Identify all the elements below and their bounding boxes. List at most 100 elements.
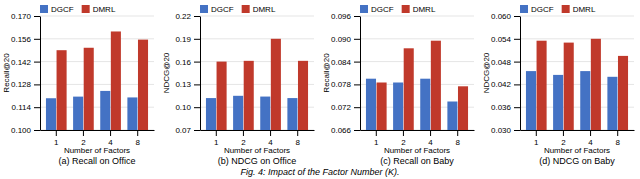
y-tick: 0.13 bbox=[175, 80, 200, 89]
tick-mark bbox=[194, 130, 200, 131]
x-tick: 2 bbox=[561, 130, 566, 147]
legend-label: DMRL bbox=[93, 5, 116, 14]
tick-label: 0.072 bbox=[331, 103, 352, 112]
legend-item: DGCF bbox=[200, 5, 234, 14]
legend-item: DGCF bbox=[360, 5, 394, 14]
x-axis-title: Number of Factors bbox=[544, 146, 610, 155]
y-tick: 0.19 bbox=[175, 35, 200, 44]
tick-label: 0.128 bbox=[11, 80, 32, 89]
bar bbox=[298, 61, 308, 130]
tick-label: 0.07 bbox=[175, 126, 191, 135]
bar bbox=[57, 50, 67, 130]
tick-mark bbox=[243, 130, 244, 136]
tick-label: 0.060 bbox=[491, 12, 512, 21]
tick-mark bbox=[194, 84, 200, 85]
tick-label: 0.22 bbox=[175, 12, 191, 21]
bar bbox=[537, 41, 547, 130]
tick-mark bbox=[34, 62, 40, 63]
tick-label: 0.114 bbox=[12, 103, 32, 112]
y-axis-title: Recall@20 bbox=[322, 53, 331, 93]
legend-swatch bbox=[242, 5, 250, 13]
x-tick: 8 bbox=[295, 130, 300, 147]
tick-label: 8 bbox=[615, 138, 620, 147]
axis-domain bbox=[520, 17, 521, 131]
tick-mark bbox=[83, 130, 84, 136]
tick-mark bbox=[137, 130, 138, 136]
panel: 12480.0300.0360.0420.0480.0540.060Number… bbox=[482, 5, 635, 166]
tick-mark bbox=[354, 16, 360, 17]
axis-domain bbox=[200, 17, 201, 131]
y-tick: 0.156 bbox=[11, 35, 40, 44]
grid-line bbox=[520, 16, 634, 17]
y-tick: 0.036 bbox=[491, 103, 520, 112]
y-tick: 0.054 bbox=[491, 35, 520, 44]
x-axis: 1248 bbox=[361, 130, 475, 147]
tick-label: 0.078 bbox=[331, 80, 352, 89]
legend-swatch bbox=[360, 5, 368, 13]
tick-label: 0.19 bbox=[175, 35, 191, 44]
tick-mark bbox=[297, 130, 298, 136]
x-axis-title: Number of Factors bbox=[64, 146, 130, 155]
tick-mark bbox=[514, 107, 520, 108]
bars bbox=[206, 39, 308, 130]
panel-title: (a) Recall on Office bbox=[59, 156, 136, 166]
legend: DGCF DMRL bbox=[360, 5, 436, 14]
tick-label: 1 bbox=[54, 138, 59, 147]
legend-swatch bbox=[200, 5, 208, 13]
y-tick: 0.042 bbox=[491, 80, 520, 89]
tick-mark bbox=[514, 39, 520, 40]
x-tick: 8 bbox=[615, 130, 620, 147]
figure: 1248 0.100 0.114 0.128 0.142 0.156 0.170 Number… bbox=[0, 0, 640, 179]
y-tick: 0.100 bbox=[11, 126, 40, 135]
legend-item: DMRL bbox=[402, 5, 436, 14]
tick-mark bbox=[110, 130, 111, 136]
legend-swatch bbox=[40, 5, 48, 13]
y-tick: 0.096 bbox=[331, 12, 360, 21]
tick-label: 0.036 bbox=[491, 103, 512, 112]
grid-line bbox=[40, 38, 154, 39]
bar bbox=[244, 61, 254, 130]
tick-mark bbox=[354, 84, 360, 85]
tick-label: 0.090 bbox=[331, 35, 352, 44]
bar bbox=[580, 71, 590, 130]
series bbox=[57, 31, 148, 130]
y-axis: 0.0660.0720.0780.0840.0900.096 bbox=[331, 12, 361, 135]
tick-mark bbox=[56, 130, 57, 136]
y-axis: 0.07 0.10 0.13 0.16 0.19 0.22 bbox=[175, 12, 200, 135]
y-axis-title: NDCG@20 bbox=[482, 52, 491, 93]
panel-title: (c) Recall on Baby bbox=[380, 156, 454, 166]
legend-label: DMRL bbox=[253, 5, 276, 14]
bar bbox=[618, 56, 628, 130]
y-tick: 0.170 bbox=[11, 12, 40, 21]
tick-mark bbox=[270, 130, 271, 136]
legend-item: DMRL bbox=[562, 5, 596, 14]
tick-mark bbox=[354, 130, 360, 131]
tick-label: 0.10 bbox=[175, 103, 191, 112]
bar bbox=[206, 98, 216, 130]
tick-label: 0.142 bbox=[11, 58, 32, 67]
y-tick: 0.090 bbox=[331, 35, 360, 44]
tick-label: 8 bbox=[135, 138, 140, 147]
series bbox=[537, 39, 628, 130]
y-tick: 0.066 bbox=[331, 126, 360, 135]
x-tick: 1 bbox=[374, 130, 379, 147]
x-tick: 2 bbox=[81, 130, 86, 147]
tick-label: 8 bbox=[295, 138, 300, 147]
tick-mark bbox=[34, 84, 40, 85]
tick-mark bbox=[194, 16, 200, 17]
tick-label: 0.16 bbox=[175, 58, 191, 67]
tick-mark bbox=[617, 130, 618, 136]
legend: DGCFDMRL bbox=[520, 5, 596, 14]
tick-mark bbox=[403, 130, 404, 136]
tick-label: 1 bbox=[534, 138, 539, 147]
bar bbox=[287, 98, 297, 130]
tick-label: 0.156 bbox=[11, 35, 32, 44]
tick-mark bbox=[376, 130, 377, 136]
tick-mark bbox=[514, 84, 520, 85]
bars bbox=[46, 31, 148, 130]
bar bbox=[553, 75, 563, 130]
bar bbox=[591, 39, 601, 130]
tick-label: 1 bbox=[214, 138, 219, 147]
y-axis-title: Recall@20 bbox=[2, 53, 11, 93]
legend-swatch bbox=[520, 5, 528, 13]
